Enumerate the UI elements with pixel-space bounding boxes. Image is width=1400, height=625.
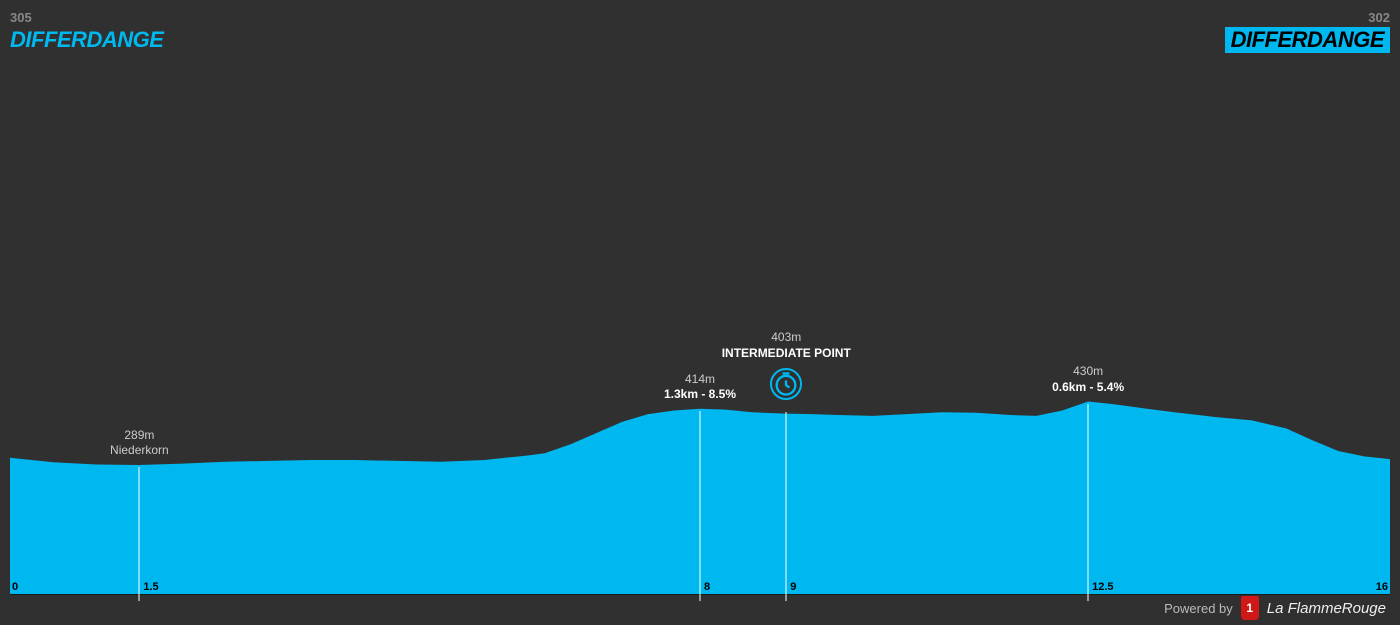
elevation-chart: 0 16 289mNiederkorn 1.5 414m1.3km - 8.5% 8 403… — [10, 55, 1390, 595]
km-label: 1.5 — [143, 581, 158, 593]
stopwatch-icon — [770, 368, 802, 400]
marker-line — [786, 412, 787, 601]
km-label: 8 — [704, 581, 710, 593]
brand-badge: 1 — [1241, 596, 1259, 620]
marker-line — [1088, 404, 1089, 602]
marker-line — [700, 411, 701, 601]
km-label-start: 0 — [12, 581, 18, 593]
marker-label: 414m1.3km - 8.5% — [664, 372, 736, 403]
marker-label: 289mNiederkorn — [110, 428, 169, 459]
footer: Powered by 1 La FlammeRouge — [1164, 596, 1386, 620]
powered-by-label: Powered by — [1164, 601, 1233, 616]
brand-name: La FlammeRouge — [1267, 600, 1386, 617]
marker-line — [139, 467, 140, 601]
km-label: 12.5 — [1092, 581, 1113, 593]
marker-label: 430m0.6km - 5.4% — [1052, 364, 1124, 395]
km-label: 9 — [790, 581, 796, 593]
km-label-end: 16 — [1376, 581, 1388, 593]
marker-label: 403mINTERMEDIATE POINT — [722, 330, 851, 361]
end-altitude: 302 — [1225, 10, 1390, 25]
start-name: DIFFERDANGE — [10, 27, 163, 53]
end-name: DIFFERDANGE — [1225, 27, 1390, 53]
end-endpoint: 302 DIFFERDANGE — [1225, 10, 1390, 53]
start-altitude: 305 — [10, 10, 163, 25]
start-endpoint: 305 DIFFERDANGE — [10, 10, 163, 53]
